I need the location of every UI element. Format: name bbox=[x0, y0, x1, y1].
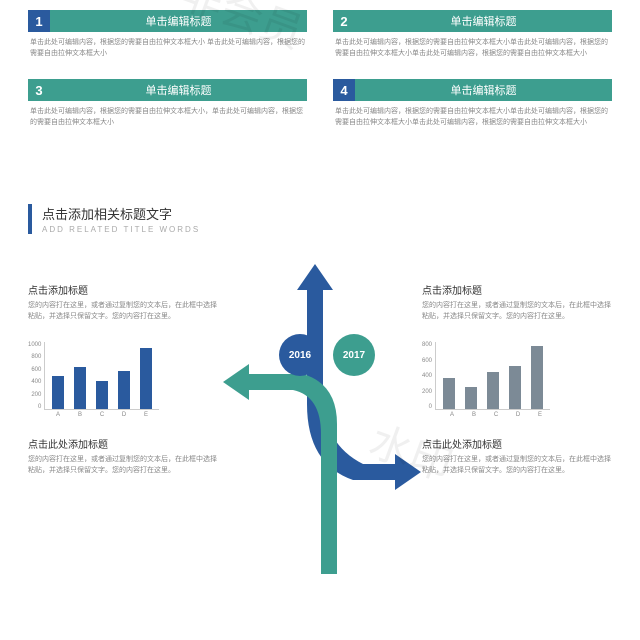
center-diagram: 2016 2017 bbox=[223, 264, 421, 574]
box-4: 4单击编辑标题单击此处可编辑内容，根据您的需要自由拉伸文本框大小单击此处可编辑内… bbox=[333, 79, 612, 134]
box-title: 单击编辑标题 bbox=[355, 79, 612, 101]
box-1: 1单击编辑标题单击此处可编辑内容，根据您的需要自由拉伸文本框大小 单击此处可编辑… bbox=[28, 10, 307, 65]
left-title-1: 点击添加标题 bbox=[28, 282, 218, 297]
right-col: 点击添加标题您的内容打在这里，或者通过复制您的文本后，在此框中选择粘贴，并选择只… bbox=[422, 264, 612, 574]
section: 点击添加相关标题文字 ADD RELATED TITLE WORDS 点击添加标… bbox=[0, 148, 640, 574]
box-body: 单击此处可编辑内容，根据您的需要自由拉伸文本框大小单击此处可编辑内容，根据您的需… bbox=[333, 32, 612, 65]
box-title: 单击编辑标题 bbox=[50, 10, 307, 32]
box-num: 3 bbox=[28, 79, 50, 101]
top-boxes: 1单击编辑标题单击此处可编辑内容，根据您的需要自由拉伸文本框大小 单击此处可编辑… bbox=[0, 0, 640, 134]
left-body-2: 您的内容打在这里，或者通过复制您的文本后，在此框中选择粘贴，并选择只保留文字。您… bbox=[28, 455, 218, 476]
box-body: 单击此处可编辑内容，根据您的需要自由拉伸文本框大小单击此处可编辑内容，根据您的需… bbox=[333, 101, 612, 134]
arrows-svg bbox=[223, 264, 421, 574]
right-title-1: 点击添加标题 bbox=[422, 282, 612, 297]
right-body-1: 您的内容打在这里，或者通过复制您的文本后，在此框中选择粘贴，并选择只保留文字。您… bbox=[422, 301, 612, 322]
box-body: 单击此处可编辑内容，根据您的需要自由拉伸文本框大小，单击此处可编辑内容，根据您的… bbox=[28, 101, 307, 134]
left-title-2: 点击此处添加标题 bbox=[28, 436, 218, 451]
right-chart: 8006004002000ABCDE bbox=[422, 342, 612, 418]
box-title: 单击编辑标题 bbox=[355, 10, 612, 32]
right-body-2: 您的内容打在这里，或者通过复制您的文本后，在此框中选择粘贴，并选择只保留文字。您… bbox=[422, 455, 612, 476]
year-2017: 2017 bbox=[333, 334, 375, 376]
box-num: 2 bbox=[333, 10, 355, 32]
section-header: 点击添加相关标题文字 ADD RELATED TITLE WORDS bbox=[28, 204, 612, 234]
box-3: 3单击编辑标题单击此处可编辑内容，根据您的需要自由拉伸文本框大小，单击此处可编辑… bbox=[28, 79, 307, 134]
box-num: 1 bbox=[28, 10, 50, 32]
left-col: 点击添加标题您的内容打在这里，或者通过复制您的文本后，在此框中选择粘贴，并选择只… bbox=[28, 264, 218, 574]
year-2016: 2016 bbox=[279, 334, 321, 376]
box-body: 单击此处可编辑内容，根据您的需要自由拉伸文本框大小 单击此处可编辑内容，根据您的… bbox=[28, 32, 307, 65]
box-2: 2单击编辑标题单击此处可编辑内容，根据您的需要自由拉伸文本框大小单击此处可编辑内… bbox=[333, 10, 612, 65]
box-num: 4 bbox=[333, 79, 355, 101]
section-sub: ADD RELATED TITLE WORDS bbox=[42, 225, 612, 234]
box-title: 单击编辑标题 bbox=[50, 79, 307, 101]
right-title-2: 点击此处添加标题 bbox=[422, 436, 612, 451]
left-body-1: 您的内容打在这里，或者通过复制您的文本后，在此框中选择粘贴，并选择只保留文字。您… bbox=[28, 301, 218, 322]
section-title: 点击添加相关标题文字 bbox=[42, 204, 612, 223]
left-chart: 10008006004002000ABCDE bbox=[28, 342, 218, 418]
